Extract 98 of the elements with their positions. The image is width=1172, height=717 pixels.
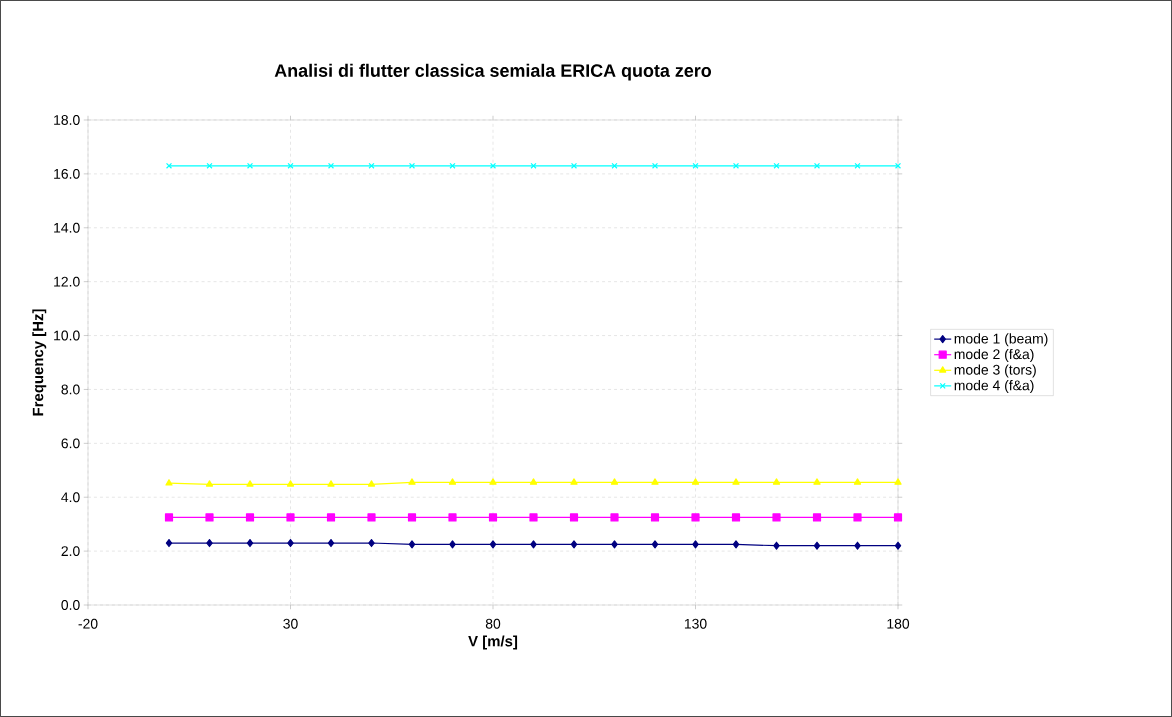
point — [650, 513, 660, 522]
point — [449, 162, 456, 169]
y-tick-label: 8.0 — [61, 384, 80, 395]
legend-label: mode 1 (beam) — [954, 333, 1048, 347]
y-tick-label: 0.0 — [61, 600, 80, 610]
point — [165, 162, 173, 169]
point — [408, 540, 416, 549]
legend-label: mode 3 (tors) — [954, 364, 1036, 378]
y-tick-label: 16.0 — [54, 168, 80, 179]
y-axis-title: Frequency [Hz] — [32, 309, 47, 416]
point — [489, 162, 497, 169]
point — [246, 538, 254, 548]
point — [246, 162, 254, 169]
point — [772, 513, 781, 522]
point — [570, 162, 578, 169]
point — [326, 513, 336, 522]
point — [530, 162, 537, 169]
point — [327, 162, 335, 169]
x-axis-title: V [m/s] — [468, 635, 518, 650]
y-tick-label: 18.0 — [54, 115, 80, 125]
x-tick-label: 30 — [283, 618, 298, 629]
point — [894, 162, 902, 169]
point — [246, 480, 254, 487]
point — [610, 513, 619, 522]
y-tick-label: 14.0 — [54, 222, 80, 233]
point — [894, 478, 902, 485]
point — [407, 513, 417, 522]
point — [773, 541, 780, 550]
x-tick-label: 80 — [485, 618, 501, 629]
point — [327, 538, 335, 548]
point — [611, 162, 618, 169]
point — [692, 162, 699, 169]
point — [530, 540, 537, 549]
point — [286, 513, 295, 522]
point — [245, 513, 255, 522]
point — [692, 540, 699, 549]
point — [205, 513, 214, 522]
point — [205, 480, 214, 487]
point — [772, 478, 781, 485]
point — [569, 513, 579, 522]
point — [368, 538, 375, 548]
point — [813, 541, 821, 550]
point — [368, 162, 375, 169]
point — [449, 540, 456, 549]
point — [489, 478, 497, 485]
point — [731, 513, 741, 522]
point — [206, 538, 213, 548]
y-tick-label: 12.0 — [54, 276, 80, 287]
point — [853, 478, 862, 485]
point — [691, 478, 700, 485]
y-tick-label: 4.0 — [61, 492, 80, 503]
point — [812, 513, 822, 522]
point — [206, 162, 213, 169]
point — [570, 540, 578, 549]
point — [327, 480, 335, 487]
chart-title: Analisi di flutter classica semiala ERICA quota zero — [274, 63, 712, 81]
point — [164, 513, 174, 522]
point — [732, 478, 740, 485]
point — [165, 538, 173, 548]
x-tick-label: 130 — [684, 618, 707, 629]
point — [813, 162, 821, 169]
point — [691, 513, 700, 522]
point — [853, 513, 862, 522]
point — [854, 162, 861, 169]
point — [651, 478, 659, 485]
point — [611, 540, 618, 549]
point — [894, 541, 902, 550]
point — [773, 162, 780, 169]
point — [651, 540, 659, 549]
legend-label: mode 4 (f&a) — [954, 380, 1034, 394]
point — [165, 479, 173, 486]
point — [610, 478, 619, 485]
point — [854, 541, 861, 550]
point — [408, 478, 416, 485]
point — [813, 478, 821, 485]
point — [367, 480, 376, 487]
point — [448, 478, 457, 485]
point — [732, 162, 740, 169]
point — [893, 513, 903, 522]
point — [448, 513, 457, 522]
point — [529, 513, 538, 522]
point — [651, 162, 659, 169]
point — [529, 478, 538, 485]
legend-label: mode 2 (f&a) — [954, 348, 1034, 362]
x-tick-label: 180 — [887, 618, 910, 629]
y-tick-label: 6.0 — [61, 438, 80, 449]
point — [286, 480, 295, 487]
point — [570, 478, 578, 485]
y-tick-label: 10.0 — [54, 330, 80, 341]
y-tick-label: 2.0 — [61, 546, 80, 557]
point — [489, 540, 497, 549]
point — [732, 540, 740, 549]
point — [488, 513, 498, 522]
point — [287, 162, 294, 169]
point — [367, 513, 376, 522]
x-tick-label: -20 — [78, 618, 98, 629]
point — [408, 162, 416, 169]
point — [287, 538, 294, 548]
